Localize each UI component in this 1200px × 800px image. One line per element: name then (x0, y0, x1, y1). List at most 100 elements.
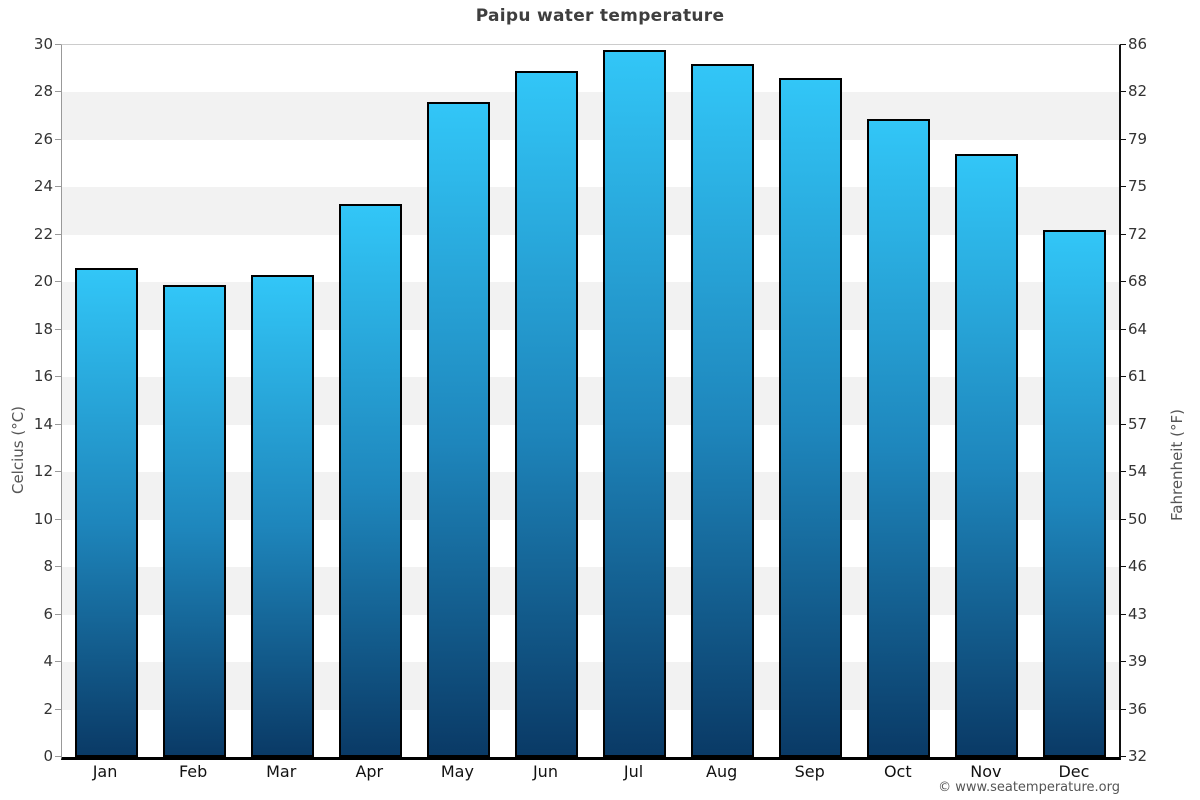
y-tick-left-2: 2 (43, 699, 53, 718)
y-tick-right-54: 54 (1128, 462, 1148, 481)
y-tick-left-20: 20 (33, 272, 53, 291)
y-tick-left-0: 0 (43, 747, 53, 765)
x-tick-apr: Apr (355, 762, 384, 781)
bar-jan (74, 268, 138, 757)
y-tickmark-left (55, 281, 61, 283)
copyright-text: © www.seatemperature.org (938, 780, 1120, 795)
y-tickmark-left (55, 566, 61, 568)
y-tickmark-right (1120, 756, 1126, 757)
x-tick-jul: Jul (623, 762, 644, 781)
fahrenheit-axis-title: Fahrenheit (°F) (1168, 409, 1186, 521)
bar-oct (867, 118, 931, 757)
y-tick-right-61: 61 (1128, 367, 1148, 386)
y-tick-left-24: 24 (33, 177, 53, 196)
y-tickmark-left (55, 518, 61, 520)
chart-title: Paipu water temperature (475, 6, 725, 26)
y-tickmark-right (1120, 613, 1126, 615)
bar-aug (691, 64, 755, 757)
y-tick-right-72: 72 (1128, 224, 1148, 243)
y-tickmark-left (55, 91, 61, 93)
y-tickmark-right (1120, 44, 1126, 45)
bar-apr (338, 204, 402, 757)
y-tickmark-left (55, 661, 61, 663)
y-tick-left-6: 6 (43, 604, 53, 623)
y-tickmark-left (55, 138, 61, 140)
grid-band (62, 472, 1119, 520)
x-tick-jun: Jun (532, 762, 558, 781)
y-tickmark-right (1120, 518, 1126, 520)
grid-band (62, 567, 1119, 615)
x-tick-sep: Sep (794, 762, 825, 781)
y-tickmark-right (1120, 91, 1126, 93)
y-tickmark-right (1120, 376, 1126, 378)
y-tick-left-14: 14 (33, 414, 53, 433)
y-tickmark-left (55, 423, 61, 425)
y-tick-right-39: 39 (1128, 652, 1148, 671)
y-tickmark-left (55, 186, 61, 188)
bar-jun (514, 71, 578, 757)
x-tick-nov: Nov (970, 762, 1002, 781)
grid-band (62, 45, 1119, 92)
y-tick-right-32: 32 (1128, 747, 1148, 765)
y-tick-right-86: 86 (1128, 35, 1148, 53)
grid-band (62, 92, 1119, 140)
y-tickmark-left (55, 756, 61, 757)
y-tick-right-75: 75 (1128, 177, 1148, 196)
y-tickmark-right (1120, 471, 1126, 473)
y-tickmark-right (1120, 661, 1126, 663)
y-tickmark-right (1120, 281, 1126, 283)
y-tick-right-46: 46 (1128, 557, 1148, 576)
x-tick-oct: Oct (883, 762, 912, 781)
x-tick-feb: Feb (178, 762, 208, 781)
y-tickmark-right (1120, 138, 1126, 140)
x-tick-dec: Dec (1058, 762, 1090, 781)
bar-jul (603, 49, 667, 757)
x-tick-aug: Aug (706, 762, 738, 781)
y-tick-right-79: 79 (1128, 129, 1148, 148)
y-tick-right-36: 36 (1128, 699, 1148, 718)
plot-area (61, 44, 1121, 760)
y-tickmark-left (55, 233, 61, 235)
y-tickmark-right (1120, 186, 1126, 188)
bar-dec (1043, 230, 1107, 757)
y-tick-left-8: 8 (43, 557, 53, 576)
x-tick-mar: Mar (266, 762, 297, 781)
x-tick-may: May (440, 762, 474, 781)
y-tickmark-left (55, 328, 61, 330)
grid-band (62, 662, 1119, 710)
y-tick-right-68: 68 (1128, 272, 1148, 291)
y-tick-right-43: 43 (1128, 604, 1148, 623)
y-tick-left-22: 22 (33, 224, 53, 243)
y-tickmark-left (55, 44, 61, 45)
y-tick-left-4: 4 (43, 652, 53, 671)
bar-may (426, 101, 490, 757)
bar-sep (779, 78, 843, 757)
grid-band (62, 377, 1119, 425)
x-tick-jan: Jan (92, 762, 118, 781)
y-tickmark-left (55, 708, 61, 710)
celsius-axis-title: Celcius (°C) (9, 405, 27, 495)
bar-mar (250, 275, 314, 757)
y-tick-right-64: 64 (1128, 319, 1148, 338)
y-tickmark-right (1120, 566, 1126, 568)
y-tick-left-12: 12 (33, 462, 53, 481)
y-tickmark-right (1120, 708, 1126, 710)
y-tickmark-right (1120, 423, 1126, 425)
y-tick-left-16: 16 (33, 367, 53, 386)
bar-nov (955, 154, 1019, 757)
y-tickmark-left (55, 376, 61, 378)
y-tick-left-26: 26 (33, 129, 53, 148)
y-tick-left-30: 30 (33, 35, 53, 53)
y-tickmark-right (1120, 328, 1126, 330)
y-tick-left-28: 28 (33, 82, 53, 101)
y-tick-left-18: 18 (33, 319, 53, 338)
bar-feb (162, 284, 226, 757)
y-tick-right-82: 82 (1128, 82, 1148, 101)
y-tick-right-50: 50 (1128, 509, 1148, 528)
y-tickmark-left (55, 471, 61, 473)
grid-band (62, 282, 1119, 330)
grid-band (62, 187, 1119, 235)
y-tick-right-57: 57 (1128, 414, 1148, 433)
y-tick-left-10: 10 (33, 509, 53, 528)
